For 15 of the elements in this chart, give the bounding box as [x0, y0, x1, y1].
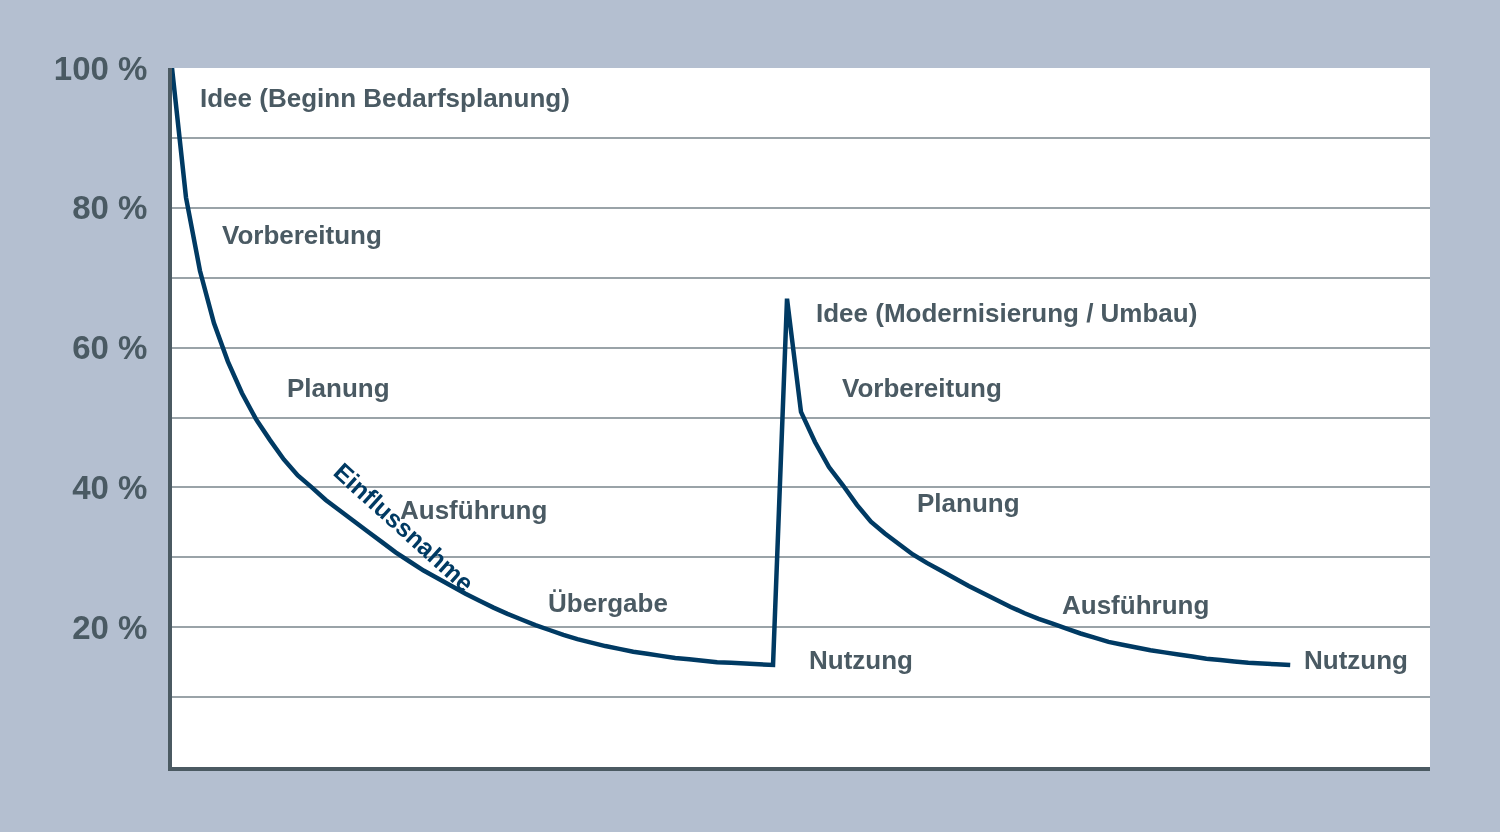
annotation: Idee (Modernisierung / Umbau)	[816, 298, 1198, 328]
annotation: Übergabe	[548, 588, 668, 618]
annotation: Planung	[917, 488, 1020, 518]
annotation: Planung	[287, 373, 390, 403]
annotation: Vorbereitung	[222, 220, 382, 250]
y-tick-label: 80 %	[72, 189, 148, 227]
y-tick-label: 100 %	[53, 49, 148, 87]
y-tick-label: 20 %	[72, 608, 148, 646]
annotation: Nutzung	[809, 645, 913, 675]
annotation: Ausführung	[1062, 590, 1210, 620]
annotation: Nutzung	[1304, 645, 1408, 675]
y-tick-label: 60 %	[72, 329, 148, 367]
y-tick-label: 40 %	[72, 468, 148, 506]
annotation: Idee (Beginn Bedarfsplanung)	[200, 83, 570, 113]
annotation: Vorbereitung	[842, 373, 1002, 403]
